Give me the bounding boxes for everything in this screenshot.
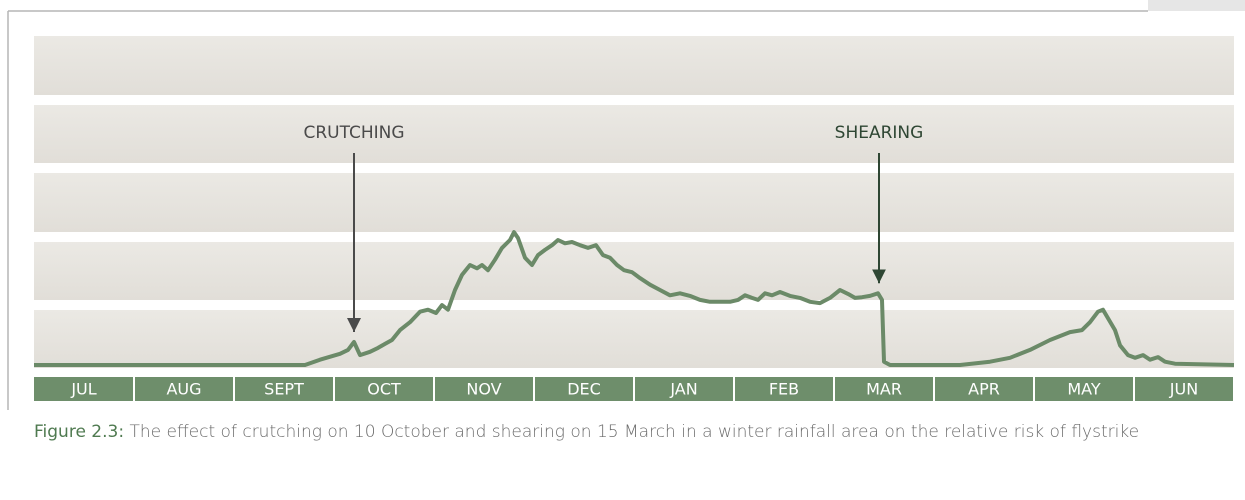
caption-text: The effect of crutching on 10 October an…: [129, 422, 1140, 442]
caption: Figure 2.3: The effect of crutching on 1…: [34, 416, 1224, 448]
x-tick-label: NOV: [466, 380, 501, 399]
month-cell: [935, 377, 1033, 401]
month-cell: [535, 377, 633, 401]
month-cell: [1035, 377, 1133, 401]
month-cell: [835, 377, 933, 401]
x-tick-label: APR: [968, 380, 1000, 399]
x-tick-label: DEC: [567, 380, 601, 399]
x-tick-label: FEB: [769, 380, 799, 399]
band: [34, 36, 1234, 95]
x-tick-label: JUN: [1169, 380, 1198, 399]
band: [34, 242, 1234, 300]
corner-tab: [1148, 0, 1245, 11]
caption-label: Figure 2.3:: [34, 422, 125, 442]
month-cell: [235, 377, 333, 401]
x-tick-label: OCT: [367, 380, 401, 399]
band: [34, 173, 1234, 232]
month-cell: [335, 377, 433, 401]
month-cell: [435, 377, 533, 401]
x-tick-label: SEPT: [264, 380, 304, 399]
annotation-label: SHEARING: [835, 123, 924, 143]
x-tick-label: MAY: [1067, 380, 1101, 399]
month-cell: [135, 377, 233, 401]
band: [34, 310, 1234, 368]
band: [34, 105, 1234, 163]
x-tick-label: AUG: [166, 380, 201, 399]
bands: [34, 36, 1234, 368]
month-cell: [34, 377, 133, 401]
x-tick-label: MAR: [866, 380, 902, 399]
month-cell: [1135, 377, 1233, 401]
chart: JUL AUG SEPT OCT NOV DEC JAN FEB MAR APR MAY JUN CRU…: [7, 0, 1245, 410]
x-tick-label: JUL: [70, 380, 96, 399]
risk-line: [34, 230, 1235, 367]
month-cell: [635, 377, 733, 401]
annotation-label: CRUTCHING: [303, 123, 404, 143]
month-cell: [735, 377, 833, 401]
x-tick-label: JAN: [669, 380, 697, 399]
